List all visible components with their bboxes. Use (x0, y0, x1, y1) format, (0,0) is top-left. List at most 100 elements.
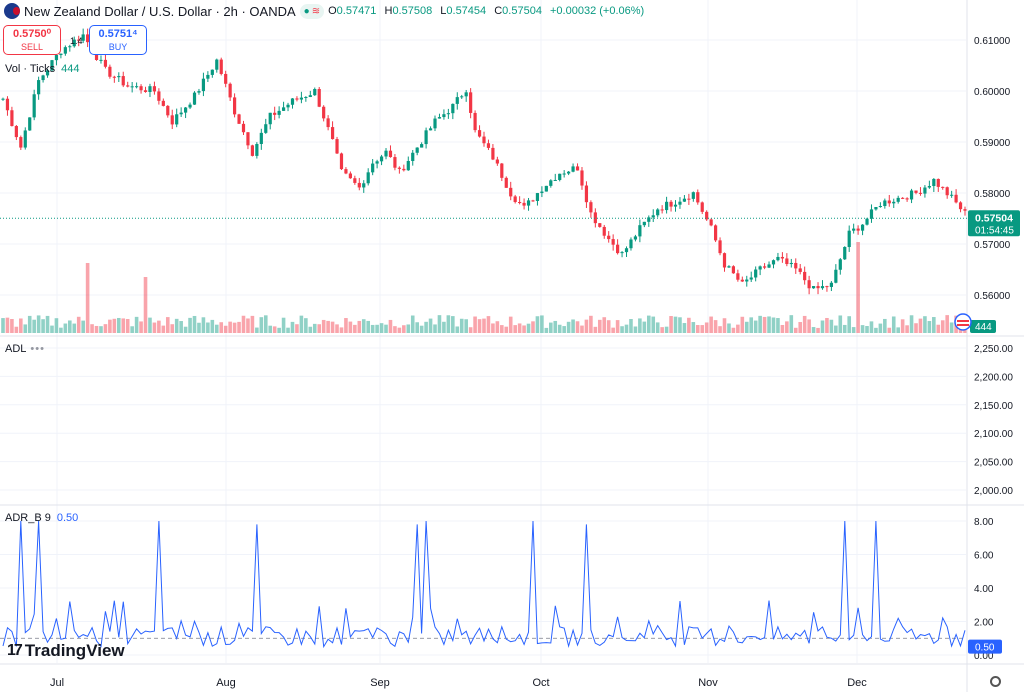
candle-body (442, 114, 446, 118)
candle-body (19, 137, 23, 148)
candle-body (771, 260, 776, 265)
candle-body (5, 98, 10, 111)
candle-body (259, 132, 263, 144)
candle-body (41, 75, 45, 81)
candle-body (388, 150, 393, 158)
candle-body (37, 80, 41, 95)
volume-bar (700, 325, 705, 333)
candle-body (731, 266, 736, 274)
volume-bar (179, 321, 183, 333)
price-tick-label: 0.56000 (974, 291, 1011, 302)
volume-bar (949, 322, 954, 333)
volume-bar (909, 315, 914, 333)
candle-body (232, 97, 237, 115)
volume-bar (361, 319, 366, 333)
volume-bar (36, 315, 41, 333)
volume-bar (562, 326, 566, 333)
candle-body (206, 74, 210, 79)
volume-bar (76, 316, 81, 333)
adr-tick-label: 2.00 (974, 618, 994, 629)
volume-bar (312, 323, 317, 333)
adr-last-badge (968, 639, 1002, 654)
candle-body (455, 97, 459, 104)
volume-bar (410, 315, 415, 333)
volume-bar (860, 325, 865, 333)
volume-bar (491, 323, 495, 333)
volume-bar (642, 321, 647, 333)
candle-body (767, 264, 771, 268)
volume-bar (526, 323, 531, 333)
candle-body (727, 266, 731, 268)
volume-bar (348, 321, 353, 333)
candle-body (580, 170, 584, 186)
volume-bar (736, 324, 740, 333)
volume-bar (584, 319, 589, 333)
sell-button[interactable]: 0.5750⁰ SELL (3, 25, 61, 55)
candle-body (509, 187, 513, 197)
volume-bar (272, 326, 277, 333)
candle-body (522, 202, 526, 206)
tradingview-logo[interactable]: 17 TradingView (7, 641, 125, 660)
volume-bar (660, 327, 664, 333)
volume-bar (27, 315, 32, 333)
volume-bar (727, 323, 731, 333)
volume-bar (14, 326, 19, 333)
volume-bar (134, 316, 139, 333)
volume-bar (580, 325, 584, 333)
adr-legend[interactable]: ADR_B 9 0.50 (5, 512, 79, 524)
volume-bar (669, 316, 673, 333)
volume-bar (847, 316, 852, 333)
volume-bar (308, 326, 313, 333)
candle-body (874, 207, 878, 210)
candle-body (384, 150, 388, 157)
volume-bar (923, 316, 927, 333)
volume-bar (740, 316, 745, 333)
candle-body (446, 113, 450, 115)
volume-bar (780, 324, 785, 333)
volume-bar (508, 316, 513, 333)
candle-body (811, 286, 816, 289)
volume-bar (798, 322, 803, 333)
adl-legend[interactable]: ADL ••• (5, 343, 45, 355)
volume-bar (820, 320, 825, 333)
buy-button[interactable]: 0.5751⁴ BUY (89, 25, 147, 55)
candle-body (273, 112, 277, 115)
adl-tick-label: 2,050.00 (974, 458, 1013, 469)
candle-body (575, 166, 580, 171)
candle-body (593, 212, 597, 224)
volume-bar (771, 317, 776, 333)
price-tick-label: 0.61000 (974, 36, 1011, 47)
volume-legend[interactable]: Vol · Ticks 444 (5, 63, 80, 75)
candle-body (228, 83, 232, 98)
volume-badge-label: 444 (975, 322, 992, 333)
volume-bar (629, 319, 633, 333)
volume-bar (255, 327, 259, 333)
candle-body (852, 228, 856, 231)
candle-body (10, 110, 14, 127)
candle-body (762, 266, 767, 268)
candle-body (437, 117, 442, 119)
settings-gear-icon[interactable] (990, 676, 1001, 687)
candle-body (878, 206, 882, 208)
candle-body (112, 76, 116, 78)
candle-body (94, 51, 99, 60)
volume-bar (344, 318, 348, 333)
volume-bar (241, 315, 246, 333)
candle-body (713, 225, 718, 241)
volume-bar (437, 315, 442, 333)
candle-body (803, 271, 807, 281)
adr-tick-label: 4.00 (974, 584, 994, 595)
volume-bar (620, 326, 624, 333)
volume-bar (473, 316, 477, 333)
volume-bar (936, 324, 941, 333)
time-axis-label: Sep (370, 677, 390, 689)
market-status-badge[interactable]: ● ≋ (299, 3, 325, 19)
candle-body (687, 198, 691, 200)
candle-body (264, 124, 268, 133)
symbol-title[interactable]: New Zealand Dollar / U.S. Dollar · 2h · … (24, 3, 296, 19)
volume-bar (744, 321, 749, 333)
more-dots-icon[interactable]: ••• (30, 343, 45, 355)
volume-bar (125, 319, 130, 333)
candlesticks (1, 28, 967, 295)
